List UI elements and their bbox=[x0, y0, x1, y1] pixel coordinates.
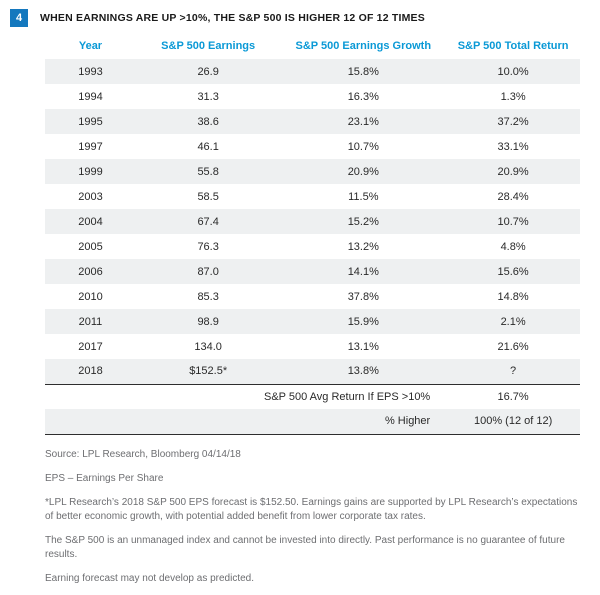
table-cell: 33.1% bbox=[497, 140, 529, 153]
table-row: 2017 134.0 13.1% 21.6% bbox=[45, 334, 580, 359]
table-cell: 28.4% bbox=[497, 190, 529, 203]
table-row: 2011 98.9 15.9% 2.1% bbox=[45, 309, 580, 334]
table-cell: 16.3% bbox=[347, 90, 379, 103]
table-cell: $152.5* bbox=[135, 359, 281, 385]
figure-title: WHEN EARNINGS ARE UP >10%, THE S&P 500 I… bbox=[40, 12, 425, 24]
table-cell: 11.5% bbox=[348, 190, 379, 203]
column-header-earnings-growth: S&P 500 Earnings Growth bbox=[295, 40, 432, 52]
table-cell: 67.4 bbox=[197, 215, 219, 228]
table-cell: 14.1% bbox=[347, 265, 379, 278]
table-row: 2005 76.3 13.2% 4.8% bbox=[45, 234, 580, 259]
table-row: 2003 58.5 11.5% 28.4% bbox=[45, 184, 580, 209]
summary-label: % Higher bbox=[45, 409, 447, 435]
table-cell: 13.8% bbox=[280, 359, 447, 385]
table-cell: 10.7% bbox=[497, 215, 529, 228]
table-cell: 58.5 bbox=[197, 190, 219, 203]
table-cell: 2004 bbox=[78, 215, 103, 228]
summary-value: 100% (12 of 12) bbox=[446, 409, 580, 435]
table-cell: 1994 bbox=[78, 90, 103, 103]
table-row: 1999 55.8 20.9% 20.9% bbox=[45, 159, 580, 184]
table-cell: 55.8 bbox=[197, 165, 219, 178]
table-row: 2018 $152.5* 13.8%? bbox=[45, 359, 580, 385]
table-cell: 13.1% bbox=[347, 340, 379, 353]
table-cell: 15.9% bbox=[347, 315, 379, 328]
table-cell: ? bbox=[446, 359, 580, 385]
summary-row: S&P 500 Avg Return If EPS >10% 16.7% bbox=[45, 384, 580, 409]
table-cell: 4.8% bbox=[500, 240, 526, 253]
table-cell: 2006 bbox=[78, 265, 103, 278]
table-cell: 2010 bbox=[78, 290, 103, 303]
table-header: Year S&P 500 Earnings S&P 500 Earnings G… bbox=[45, 33, 580, 59]
table-row: 2004 67.4 15.2% 10.7% bbox=[45, 209, 580, 234]
table-cell: 26.9 bbox=[197, 65, 219, 78]
table-cell: 31.3 bbox=[197, 90, 219, 103]
summary-row: % Higher 100% (12 of 12) bbox=[45, 409, 580, 435]
column-header-total-return: S&P 500 Total Return bbox=[457, 40, 569, 52]
table-cell: 15.6% bbox=[497, 265, 529, 278]
table-cell: 2005 bbox=[78, 240, 103, 253]
table-cell: 1993 bbox=[78, 65, 103, 78]
table-cell: 134.0 bbox=[194, 340, 222, 353]
table-body: 1993 26.9 15.8% 10.0% 1994 31.3 16.3% 1.3% 1995 3… bbox=[45, 59, 580, 385]
table-cell: 15.2% bbox=[347, 215, 379, 228]
table-cell: 20.9% bbox=[497, 165, 529, 178]
table-cell: 21.6% bbox=[497, 340, 529, 353]
table-cell: 76.3 bbox=[197, 240, 219, 253]
table-cell: 1.3% bbox=[500, 90, 526, 103]
table-cell: 14.8% bbox=[497, 290, 529, 303]
table-cell: 85.3 bbox=[197, 290, 219, 303]
column-header-earnings: S&P 500 Earnings bbox=[161, 40, 256, 52]
table-row: 1994 31.3 16.3% 1.3% bbox=[45, 84, 580, 109]
table-cell: 20.9% bbox=[347, 165, 379, 178]
table-cell: 23.1% bbox=[347, 115, 379, 128]
table-cell: 2017 bbox=[78, 340, 103, 353]
table-cell: 1997 bbox=[78, 140, 103, 153]
column-header-year: Year bbox=[78, 40, 103, 52]
table-cell: 38.6 bbox=[197, 115, 219, 128]
figure-number-badge: 4 bbox=[10, 9, 28, 27]
summary-label: S&P 500 Avg Return If EPS >10% bbox=[263, 390, 431, 403]
footer-notes: Source: LPL Research, Bloomberg 04/14/18… bbox=[45, 448, 580, 586]
table-cell: 2.1% bbox=[500, 315, 526, 328]
earnings-table: Year S&P 500 Earnings S&P 500 Earnings G… bbox=[45, 33, 580, 435]
table-cell: 37.8% bbox=[347, 290, 379, 303]
table-header-row: Year S&P 500 Earnings S&P 500 Earnings G… bbox=[45, 33, 580, 59]
table-cell: 2003 bbox=[78, 190, 103, 203]
table-cell: 98.9 bbox=[197, 315, 219, 328]
table-row: 2010 85.3 37.8% 14.8% bbox=[45, 284, 580, 309]
forecast-note: *LPL Research’s 2018 S&P 500 EPS forecas… bbox=[45, 496, 578, 522]
table-cell: 46.1 bbox=[197, 140, 219, 153]
table-row: 2006 87.0 14.1% 15.6% bbox=[45, 259, 580, 284]
table-summary: S&P 500 Avg Return If EPS >10% 16.7% % Hig… bbox=[45, 384, 580, 435]
table-cell: 13.2% bbox=[347, 240, 379, 253]
table-row: 1997 46.1 10.7% 33.1% bbox=[45, 134, 580, 159]
source-note: Source: LPL Research, Bloomberg 04/14/18 bbox=[45, 448, 241, 460]
table-row: 1995 38.6 23.1% 37.2% bbox=[45, 109, 580, 134]
table-cell: 37.2% bbox=[497, 115, 529, 128]
table-cell: 1999 bbox=[78, 165, 103, 178]
index-disclaimer: The S&P 500 is an unmanaged index and ca… bbox=[45, 534, 565, 560]
summary-value: 16.7% bbox=[497, 390, 529, 403]
table-cell: 87.0 bbox=[197, 265, 219, 278]
table-cell: 2011 bbox=[78, 315, 103, 328]
forecast-disclaimer: Earning forecast may not develop as pred… bbox=[45, 572, 255, 584]
table-row: 1993 26.9 15.8% 10.0% bbox=[45, 59, 580, 84]
table-cell: 1995 bbox=[78, 115, 103, 128]
figure-header: 4 WHEN EARNINGS ARE UP >10%, THE S&P 500… bbox=[0, 0, 600, 31]
table-cell: 10.7% bbox=[347, 140, 379, 153]
table-cell: 15.8% bbox=[347, 65, 379, 78]
table-cell: 10.0% bbox=[497, 65, 529, 78]
eps-definition-note: EPS – Earnings Per Share bbox=[45, 472, 164, 484]
table-cell: 2018 bbox=[45, 359, 136, 385]
